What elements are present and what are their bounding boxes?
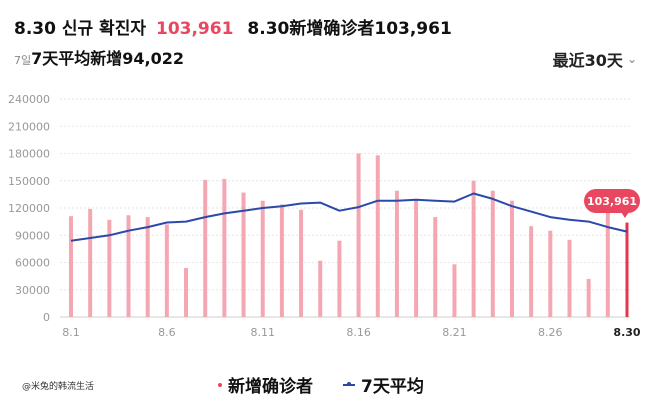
y-tick-label: 120000 bbox=[8, 202, 50, 215]
bar-8.16 bbox=[356, 153, 361, 317]
bar-8.9 bbox=[222, 178, 227, 317]
bar-8.21 bbox=[452, 264, 457, 317]
bar-8.30 bbox=[625, 222, 629, 317]
covid-chart: 0 30000 60000 90000 120000 150000 180000 210000… bbox=[8, 93, 641, 339]
bar-8.25 bbox=[529, 226, 534, 317]
bar-8.23 bbox=[490, 190, 495, 317]
bar-8.5 bbox=[145, 217, 150, 317]
legend-item-average: 7天平均 bbox=[343, 372, 424, 397]
bar-8.17 bbox=[375, 155, 380, 317]
y-tick-label: 30000 bbox=[15, 284, 50, 297]
bar-8.18 bbox=[394, 190, 399, 317]
average-line bbox=[70, 192, 628, 242]
y-tick-label: 180000 bbox=[8, 148, 50, 161]
bar-8.11 bbox=[260, 200, 265, 317]
avg-label: 7天平均新增94,022 bbox=[31, 49, 185, 68]
x-tick-label: 8.11 bbox=[250, 326, 275, 339]
chevron-down-icon: ⌄ bbox=[626, 52, 637, 66]
bar-8.13 bbox=[299, 209, 304, 317]
bar-8.29 bbox=[605, 211, 610, 317]
page-title: 8.30 신규 확진자 bbox=[14, 19, 146, 39]
x-tick-label: 8.6 bbox=[158, 326, 176, 339]
bar-8.12 bbox=[279, 204, 284, 317]
period-selector[interactable]: 最近30天 ⌄ bbox=[553, 47, 637, 71]
bar-8.28 bbox=[586, 278, 591, 317]
bar-8.3 bbox=[107, 219, 112, 317]
bar-8.1 bbox=[69, 216, 73, 317]
bar-8.14 bbox=[318, 260, 323, 317]
highlight-bubble bbox=[584, 189, 640, 213]
avg-small-label: 7일 bbox=[14, 54, 32, 67]
x-tick-label: 8.1 bbox=[62, 326, 80, 339]
legend-dot-icon bbox=[218, 382, 222, 387]
bar-8.26 bbox=[548, 230, 553, 317]
bar-8.6 bbox=[164, 224, 169, 317]
x-tick-label: 8.26 bbox=[538, 326, 563, 339]
bar-8.19 bbox=[414, 198, 419, 317]
y-tick-label: 210000 bbox=[8, 120, 50, 133]
highlight-pointer bbox=[621, 212, 629, 218]
legend-label-cases: 新增确诊者 bbox=[228, 377, 313, 397]
bar-8.15 bbox=[337, 240, 342, 317]
bar-8.4 bbox=[126, 215, 131, 317]
y-tick-label: 240000 bbox=[8, 93, 50, 106]
y-tick-label: 150000 bbox=[8, 175, 50, 188]
new-cases-count: 103,961 bbox=[155, 19, 234, 39]
bar-8.22 bbox=[471, 180, 476, 317]
bar-8.27 bbox=[567, 239, 572, 317]
legend: 新增确诊者 7天平均 bbox=[218, 372, 424, 397]
x-tick-label: 8.16 bbox=[346, 326, 371, 339]
y-tick-label: 90000 bbox=[15, 229, 50, 242]
headline-text: 8.30新增确诊者103,961 bbox=[247, 19, 452, 39]
legend-line-icon bbox=[343, 381, 355, 386]
bar-8.7 bbox=[184, 267, 189, 317]
bar-8.20 bbox=[433, 217, 438, 317]
period-label: 最近30天 bbox=[552, 51, 623, 70]
bar-8.24 bbox=[509, 200, 514, 317]
y-tick-label: 0 bbox=[43, 311, 50, 324]
bar-8.8 bbox=[203, 179, 208, 317]
bar-8.2 bbox=[88, 208, 93, 317]
footer: @米兔的韩流生活 新增确诊者 7天平均 bbox=[0, 372, 661, 400]
x-tick-label: 8.30 bbox=[613, 326, 640, 339]
legend-item-cases: 新增确诊者 bbox=[218, 372, 313, 397]
highlight-label: 103,961 bbox=[587, 195, 637, 208]
legend-label-average: 7天平均 bbox=[361, 377, 424, 397]
header: 8.30 신규 확진자 103,961 8.30新增确诊者103,961 7일 … bbox=[14, 14, 647, 69]
x-tick-label: 8.21 bbox=[442, 326, 467, 339]
bar-8.10 bbox=[241, 192, 246, 317]
watermark: @米兔的韩流生活 bbox=[22, 382, 95, 392]
y-tick-label: 60000 bbox=[15, 257, 50, 270]
